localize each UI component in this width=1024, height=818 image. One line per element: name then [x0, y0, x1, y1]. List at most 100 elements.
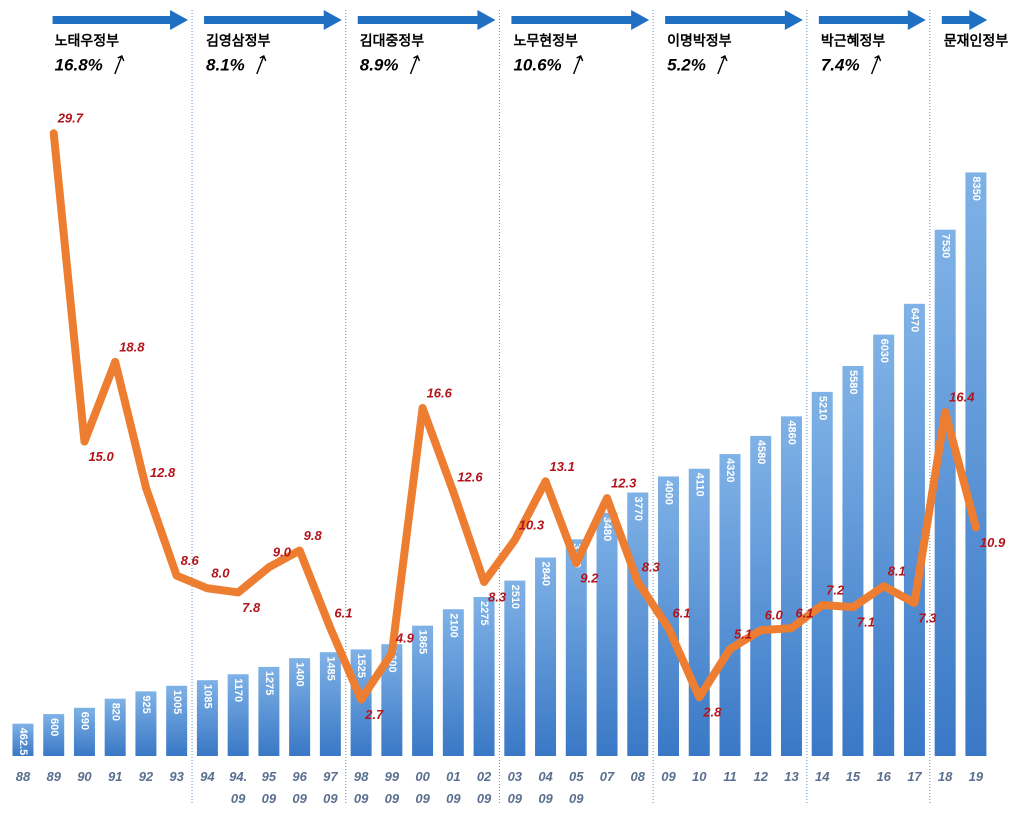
bar [719, 454, 741, 756]
x-tick-label: 13 [784, 769, 799, 784]
line-label: 15.0 [88, 449, 114, 464]
bar [442, 609, 464, 756]
bar-label: 6470 [909, 308, 921, 332]
period-rate: 5.2% [667, 55, 706, 74]
bar-label: 4000 [663, 480, 675, 504]
growth-line [49, 129, 980, 704]
period-name: 김대중정부 [360, 33, 425, 49]
line-label: 2.8 [702, 705, 722, 720]
x-tick-label: 88 [15, 769, 31, 784]
period-arrow [665, 10, 803, 30]
x-tick-label: 93 [169, 769, 184, 784]
bar [104, 698, 126, 756]
x-tick-label: 01 09 [446, 769, 461, 806]
x-tick-label: 14 [814, 769, 830, 784]
x-tick-label: 12 [753, 769, 768, 784]
bar [135, 691, 157, 756]
x-tick-label: 99 09 [384, 769, 400, 806]
period-rate: 16.8% [55, 55, 103, 74]
bar [903, 303, 925, 756]
period-rate: 8.9% [360, 55, 399, 74]
x-tick-label: 00 09 [415, 769, 430, 806]
x-tick-label: 18 [937, 769, 953, 784]
period-arrow [357, 10, 496, 30]
rise-arrow [256, 55, 267, 75]
line-label: 8.6 [181, 553, 200, 568]
bar [12, 723, 34, 756]
line-label: 4.9 [395, 631, 415, 646]
rise-arrow [114, 55, 125, 75]
rise-arrow [717, 55, 728, 75]
bar [166, 685, 188, 756]
bar [43, 714, 65, 756]
x-tick-label: 92 [138, 769, 154, 784]
x-tick-label: 94. 09 [229, 769, 248, 806]
bar [227, 674, 249, 756]
period-name: 박근혜정부 [821, 33, 886, 49]
line-label: 12.8 [150, 465, 176, 480]
x-tick-label: 10 [692, 769, 707, 784]
bar [811, 391, 833, 756]
line-label: 13.1 [550, 459, 575, 474]
bar [873, 334, 895, 756]
period-rate: 7.4% [821, 55, 860, 74]
line-label: 8.0 [211, 566, 230, 581]
bar-label: 820 [109, 703, 121, 721]
x-tick-label: 89 [46, 769, 61, 784]
x-tick-label: 11 [723, 769, 737, 784]
bar-label: 4110 [693, 473, 705, 497]
x-tick-label: 91 [107, 769, 123, 784]
bar-label: 4580 [755, 440, 767, 464]
bar [412, 625, 434, 756]
bar [381, 644, 403, 756]
bar [565, 539, 587, 756]
line-label: 9.8 [304, 528, 323, 543]
period-name: 이명박정부 [667, 33, 732, 49]
x-tick-label: 03 09 [507, 769, 523, 806]
x-tick-label: 96 09 [292, 769, 307, 806]
x-tick-label: 98 09 [353, 769, 369, 806]
rise-arrow [572, 55, 584, 75]
bar-label: 690 [79, 712, 91, 730]
line-label: 7.1 [857, 615, 875, 630]
x-tick-label: 15 [845, 769, 861, 784]
line-label: 8.3 [488, 589, 507, 604]
bar [627, 492, 649, 756]
bar [289, 658, 311, 756]
bar-label: 1865 [417, 630, 429, 654]
bar [842, 366, 864, 756]
bar [934, 229, 956, 756]
line-label: 6.0 [765, 608, 784, 623]
bar-label: 462.5 [17, 728, 29, 756]
line-label: 16.4 [949, 390, 975, 405]
rise-arrow [870, 55, 882, 75]
bar [750, 435, 772, 756]
bar [780, 416, 802, 756]
x-tick-label: 90 [77, 769, 92, 784]
period-name: 노무현정부 [513, 33, 578, 49]
line-label: 2.7 [364, 707, 384, 722]
period-name: 노태우정부 [55, 33, 120, 49]
line-label: 7.2 [826, 582, 845, 597]
bar-label: 8350 [970, 176, 982, 200]
bar-label: 1085 [202, 684, 214, 708]
line-label: 9.2 [580, 571, 599, 586]
x-tick-label: 02 09 [476, 769, 492, 806]
bar-label: 3480 [601, 517, 613, 541]
bar-label: 1275 [263, 671, 275, 695]
bar [596, 512, 618, 756]
x-tick-label: 94 [200, 769, 215, 784]
x-tick-label: 16 [876, 769, 891, 784]
bar [319, 652, 341, 756]
period-rate: 8.1% [206, 55, 245, 74]
period-name: 문재인정부 [944, 33, 1009, 49]
line-label: 12.6 [457, 469, 483, 484]
bar-label: 6030 [878, 339, 890, 363]
line-label: 9.0 [273, 545, 292, 560]
x-tick-label: 95 09 [261, 769, 277, 806]
line-label: 10.9 [980, 535, 1006, 550]
bar [535, 557, 557, 756]
period-arrow [511, 10, 650, 30]
period-arrow [52, 10, 189, 30]
bar [504, 580, 526, 756]
